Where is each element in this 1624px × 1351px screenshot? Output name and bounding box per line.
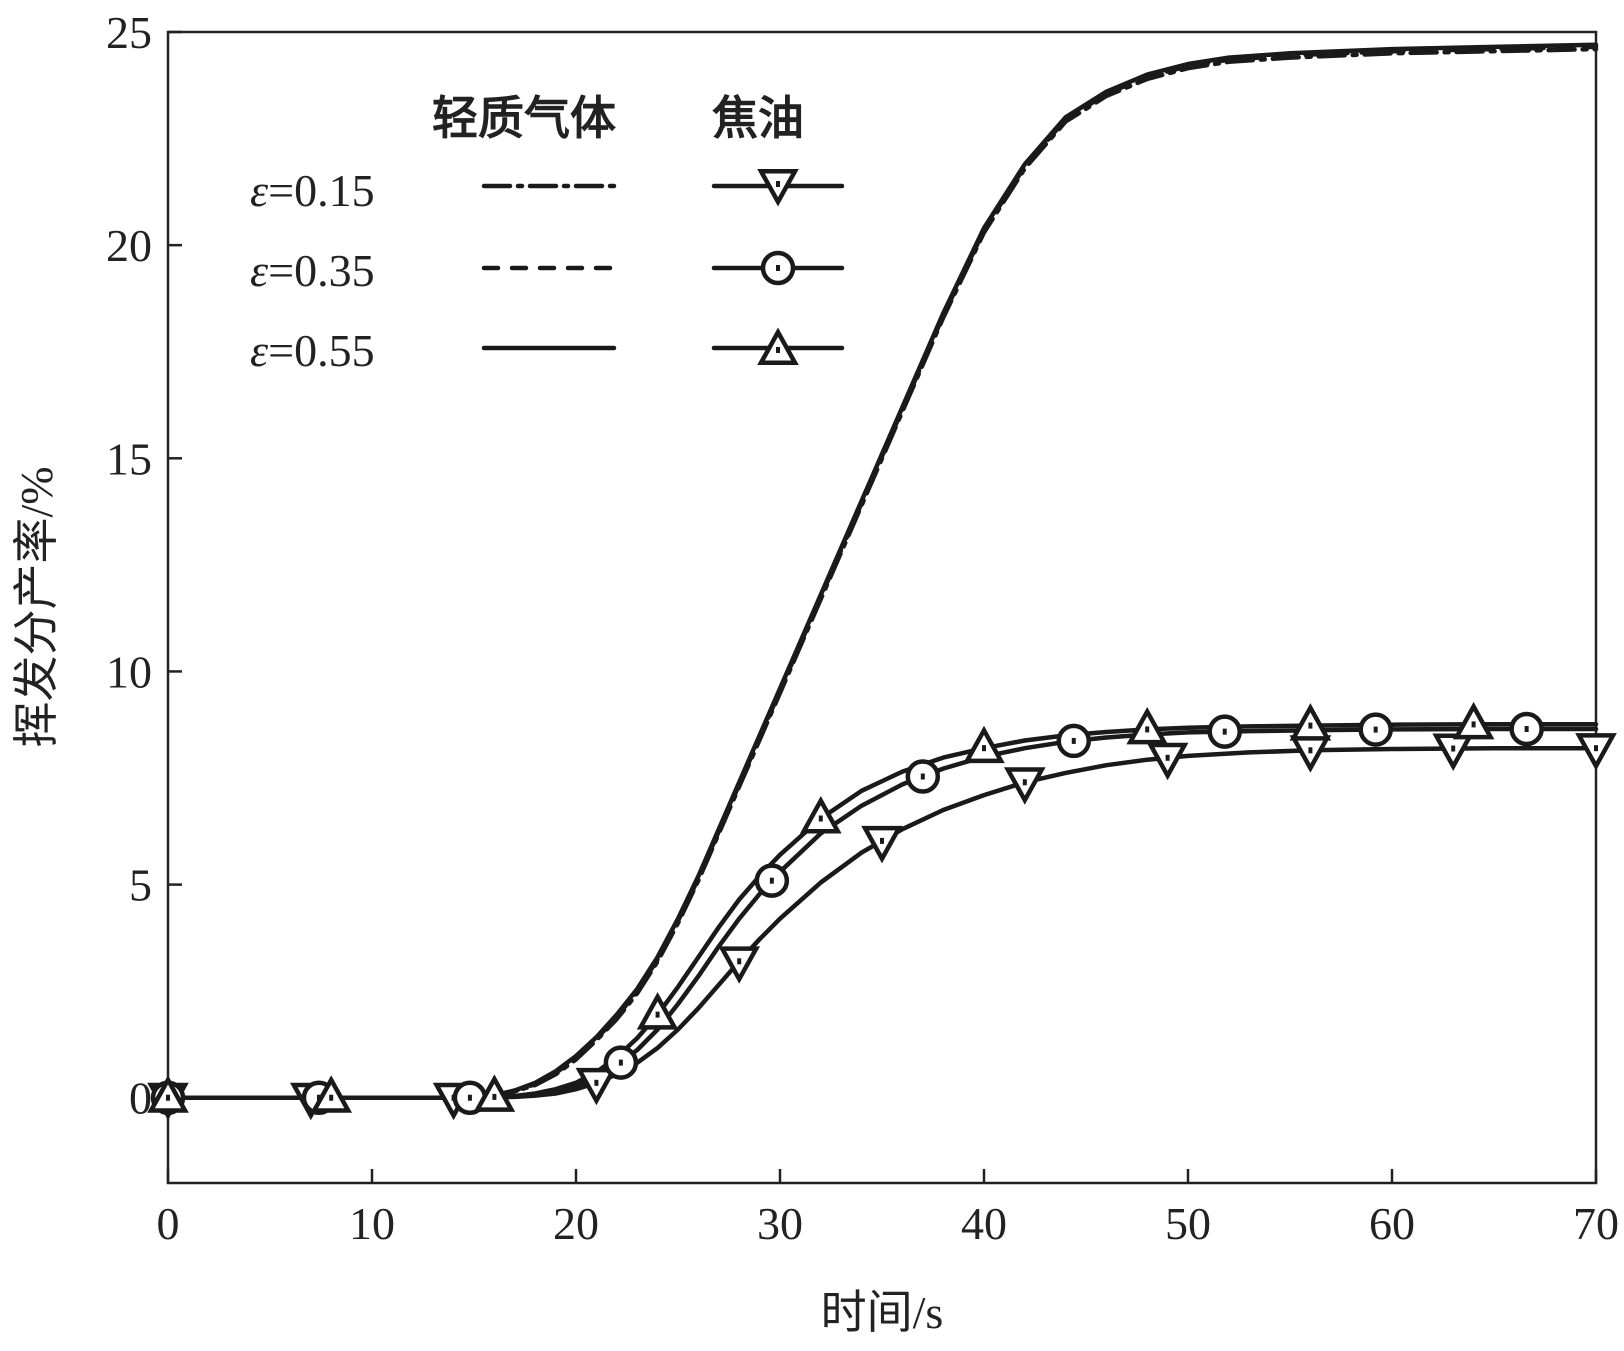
legend-label-eps-055: ε=0.55	[250, 325, 375, 376]
marker-circle-6	[1056, 723, 1092, 759]
series-line-1	[165, 44, 1599, 1100]
marker-triangle-down-10	[1575, 733, 1617, 771]
legend-marker-triangle-up	[757, 327, 799, 365]
x-axis-title: 时间/s	[821, 1287, 944, 1338]
y-tick-label: 10	[106, 646, 152, 697]
plot-frame	[166, 30, 1598, 1185]
x-tick-label: 20	[553, 1198, 599, 1249]
legend-label-eps-015: ε=0.15	[250, 165, 375, 216]
marker-triangle-up-0	[147, 1075, 189, 1113]
y-tick-label: 0	[129, 1073, 152, 1124]
data-markers	[147, 701, 1617, 1121]
marker-triangle-down-7	[1146, 742, 1189, 781]
y-tick-label: 20	[106, 220, 152, 271]
marker-triangle-down-3	[575, 1067, 618, 1106]
legend-markers	[757, 169, 799, 365]
marker-triangle-up-5	[963, 725, 1005, 764]
marker-triangle-up-6	[1126, 706, 1169, 745]
plot-area	[166, 30, 1598, 1185]
marker-triangle-up-2	[473, 1074, 516, 1112]
legend-label-eps-035: ε=0.35	[250, 245, 375, 296]
marker-triangle-up-7	[1289, 703, 1332, 741]
series-line-3	[165, 745, 1599, 1100]
legend-marker-circle	[760, 250, 796, 286]
marker-triangle-down-6	[1003, 767, 1046, 805]
marker-circle-8	[1358, 712, 1393, 747]
y-tick-label: 15	[106, 433, 152, 484]
data-series	[165, 42, 1599, 1100]
marker-circle-3	[603, 1045, 639, 1080]
legend-header-tar: 焦油	[712, 93, 804, 144]
series-line-5	[165, 722, 1599, 1100]
marker-circle-9	[1509, 711, 1544, 747]
axis-ticks: 0 10 20 30 40 50 60 70 0 5 10 15 20 25	[106, 7, 1619, 1249]
x-tick-label: 0	[157, 1198, 180, 1249]
marker-circle-5	[905, 759, 941, 794]
legend-marker-triangle-down	[757, 169, 799, 207]
y-tick-label: 5	[129, 860, 152, 911]
marker-triangle-up-4	[799, 796, 842, 834]
marker-triangle-up-8	[1452, 701, 1495, 740]
marker-triangle-up-1	[310, 1075, 353, 1113]
series-line-2	[165, 42, 1599, 1100]
series-line-0	[165, 46, 1599, 1100]
marker-circle-4	[754, 863, 790, 898]
y-tick-label: 25	[106, 7, 152, 58]
marker-triangle-down-4	[718, 946, 761, 984]
marker-triangle-down-5	[861, 825, 903, 864]
legend-header-light-gas: 轻质气体	[432, 93, 616, 144]
marker-triangle-down-9	[1432, 733, 1475, 772]
x-tick-label: 70	[1573, 1198, 1619, 1249]
y-axis-title: 挥发分产率/%	[11, 466, 62, 747]
x-tick-label: 50	[1165, 1198, 1211, 1249]
marker-triangle-up-3	[636, 992, 679, 1030]
x-tick-label: 30	[757, 1198, 803, 1249]
x-tick-label: 10	[349, 1198, 395, 1249]
marker-circle-7	[1207, 714, 1242, 749]
series-line-4	[165, 726, 1599, 1100]
x-tick-label: 40	[961, 1198, 1007, 1249]
legend: 轻质气体 焦油 ε=0.15 ε=0.35 ε=0.55	[250, 93, 845, 376]
x-tick-label: 60	[1369, 1198, 1415, 1249]
